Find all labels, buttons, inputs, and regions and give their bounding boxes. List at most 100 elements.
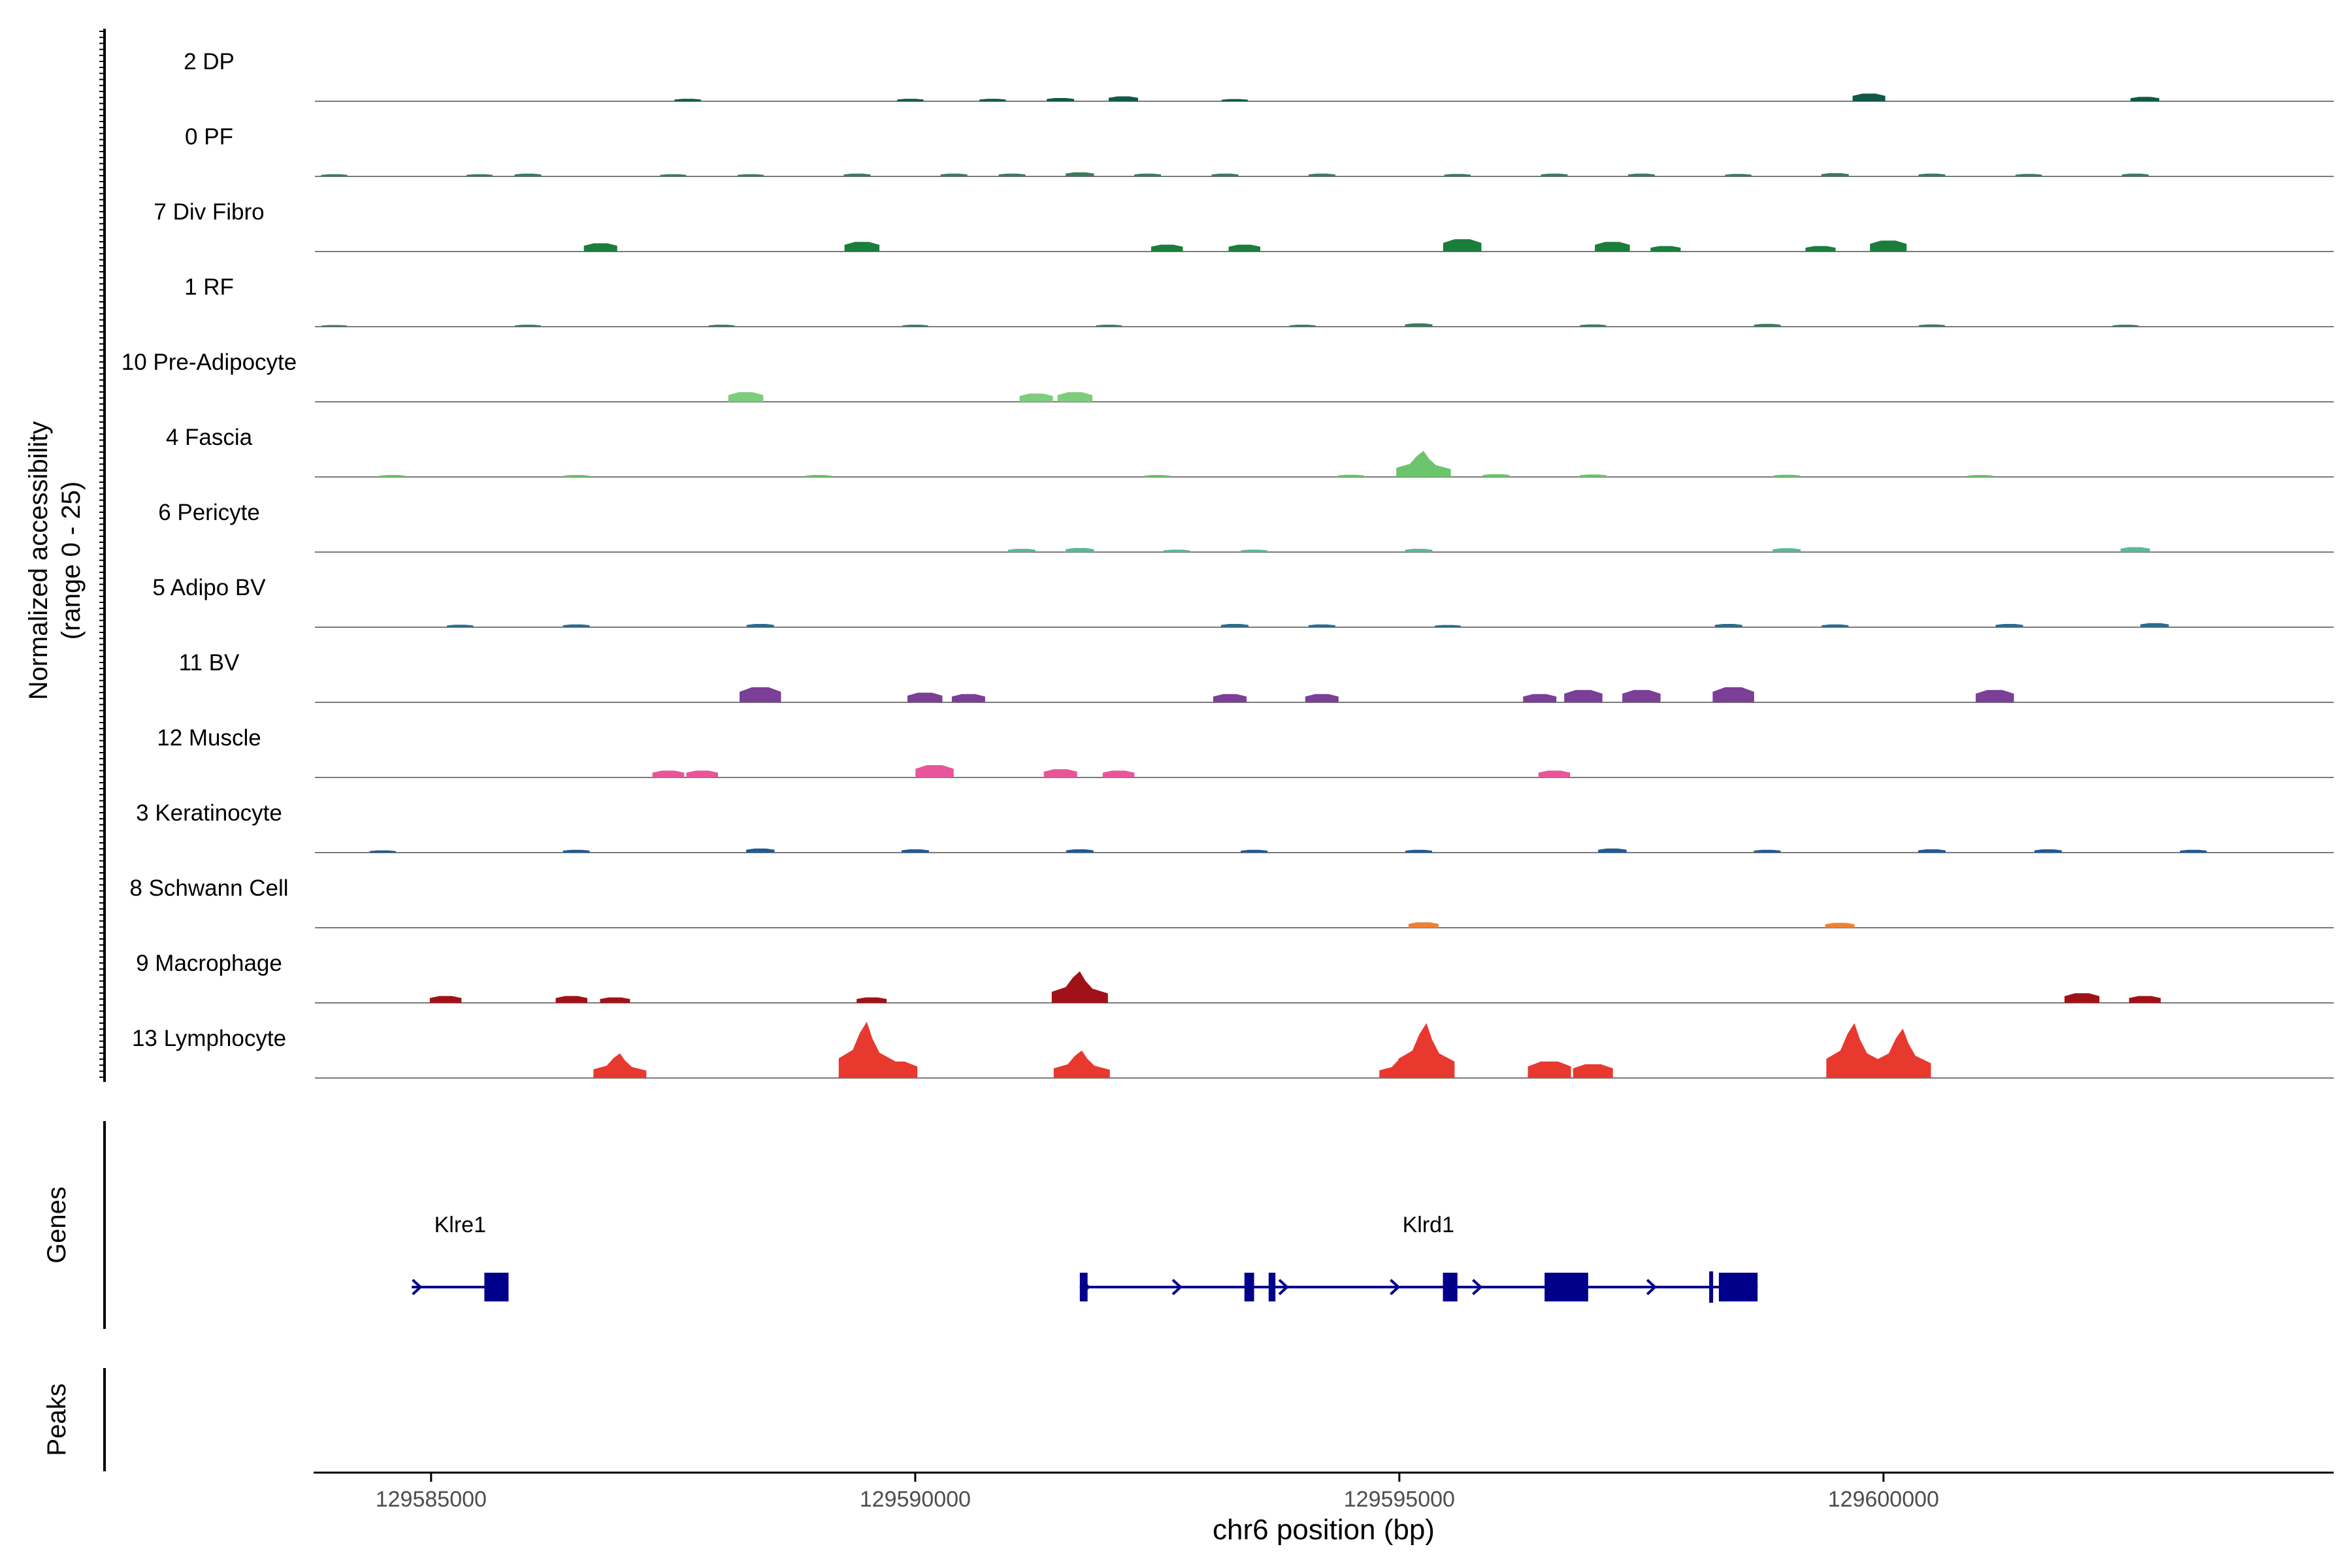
track-label: 11 BV — [179, 650, 240, 676]
coverage-peak — [1580, 474, 1607, 477]
coverage-peak — [600, 997, 630, 1003]
coverage-peak — [660, 174, 687, 176]
strand-arrow — [412, 1279, 423, 1296]
track-label: 1 RF — [184, 274, 234, 300]
track-label: 13 Lymphocyte — [132, 1026, 286, 1051]
y-axis-subtitle: (range 0 - 25) — [57, 482, 86, 640]
coverage-peak — [1773, 474, 1800, 477]
coverage-peak — [1714, 623, 1742, 627]
coverage-peak — [1051, 971, 1108, 1003]
coverage-peak — [1057, 392, 1093, 402]
x-tick-label: 129595000 — [1344, 1487, 1455, 1512]
coverage-peak — [555, 996, 587, 1003]
track-label: 9 Macrophage — [136, 951, 282, 976]
coverage-peak — [1108, 96, 1138, 101]
x-tick-label: 129600000 — [1828, 1487, 1939, 1512]
coverage-peak — [1918, 324, 1945, 327]
coverage-peak — [1482, 474, 1510, 477]
track-label: 2 DP — [184, 49, 235, 74]
coverage-peak — [897, 99, 924, 101]
coverage-peak — [674, 99, 701, 101]
coverage-peak — [745, 848, 775, 853]
coverage-peak — [843, 173, 871, 176]
strand-arrow — [1171, 1279, 1183, 1296]
track-5: 10 Pre-Adipocyte — [122, 350, 2334, 402]
coverage-peak — [1825, 923, 1855, 928]
coverage-peak — [1398, 1023, 1455, 1078]
coverage-peak — [563, 475, 589, 477]
coverage-peak — [728, 392, 764, 402]
track-label: 4 Fascia — [166, 425, 253, 450]
coverage-peak — [563, 849, 590, 853]
coverage-tracks: 2 DP 0 PF 7 Div Fibro 1 RF 10 Pre-Adipocyte 4… — [122, 49, 2334, 1079]
coverage-peak — [593, 1053, 647, 1078]
coverage-peak — [2015, 174, 2042, 176]
strand-arrow — [1079, 1279, 1091, 1296]
coverage-peak — [1434, 625, 1461, 627]
track-2: 0 PF — [185, 124, 2334, 177]
coverage-peak — [1305, 694, 1339, 702]
strand-arrow — [1472, 1279, 1483, 1296]
coverage-peak — [1573, 1064, 1613, 1078]
coverage-peak — [1821, 624, 1849, 627]
track-1: 2 DP — [184, 49, 2334, 102]
gene-label: Klrd1 — [1403, 1213, 1454, 1237]
gene-annotations: Klre1 Klrd1 — [412, 1213, 1758, 1303]
coverage-peak — [1595, 242, 1630, 252]
coverage-peak — [940, 173, 968, 176]
coverage-peak — [1228, 244, 1260, 252]
coverage-peak — [1826, 1023, 1883, 1078]
x-axis-ticks: 129585000 129590000 129595000 129600000 — [376, 1473, 1939, 1512]
coverage-peak — [447, 625, 474, 627]
track-label: 3 Keratinocyte — [136, 800, 282, 826]
coverage-peak — [1241, 849, 1268, 853]
coverage-peak — [2064, 993, 2100, 1003]
coverage-peak — [652, 770, 685, 777]
track-8: 5 Adipo BV — [152, 575, 2334, 628]
track-label: 10 Pre-Adipocyte — [122, 350, 297, 375]
coverage-peak — [1995, 623, 2023, 627]
track-7: 6 Pericyte — [158, 500, 2334, 553]
coverage-peak — [2121, 173, 2149, 176]
coverage-peak — [2131, 97, 2160, 101]
coverage-peak — [1523, 694, 1557, 702]
coverage-peak — [1805, 246, 1836, 252]
coverage-peak — [1408, 922, 1439, 928]
gene-label: Klre1 — [434, 1213, 486, 1237]
coverage-peak — [1598, 848, 1627, 853]
coverage-peak — [1019, 393, 1053, 402]
gene-exon — [1709, 1271, 1714, 1303]
coverage-peak — [321, 325, 348, 327]
coverage-peak — [1337, 474, 1364, 477]
coverage-peak — [1066, 849, 1094, 853]
coverage-peak — [1221, 99, 1248, 101]
coverage-peak — [1007, 548, 1036, 552]
coverage-peak — [1213, 694, 1247, 702]
coverage-peak — [1580, 324, 1607, 327]
coverage-peak — [563, 624, 590, 627]
coverage-peak — [1405, 548, 1433, 552]
strand-arrow — [1646, 1279, 1658, 1296]
coverage-peak — [1852, 93, 1886, 101]
coverage-peak — [979, 99, 1006, 101]
coverage-peak — [1918, 173, 1946, 176]
coverage-peak — [2140, 623, 2169, 627]
x-tick-label: 129590000 — [860, 1487, 971, 1512]
coverage-peak — [1308, 624, 1335, 627]
track-13: 9 Macrophage — [136, 951, 2334, 1004]
coverage-peak — [1725, 174, 1752, 176]
coverage-peak — [1976, 690, 2014, 702]
coverage-peak — [1541, 173, 1568, 176]
coverage-peak — [1444, 174, 1471, 176]
gene-exon — [1544, 1273, 1588, 1301]
coverage-peak — [805, 475, 832, 477]
coverage-peak — [1870, 240, 1907, 252]
coverage-peak — [901, 849, 929, 853]
track-11: 3 Keratinocyte — [136, 800, 2334, 853]
coverage-peak — [844, 242, 880, 252]
coverage-peak — [951, 694, 985, 702]
coverage-peak — [1066, 547, 1094, 552]
coverage-peak — [466, 174, 493, 176]
peaks-panel-label: Peaks — [42, 1383, 71, 1456]
coverage-peak — [1211, 173, 1239, 176]
